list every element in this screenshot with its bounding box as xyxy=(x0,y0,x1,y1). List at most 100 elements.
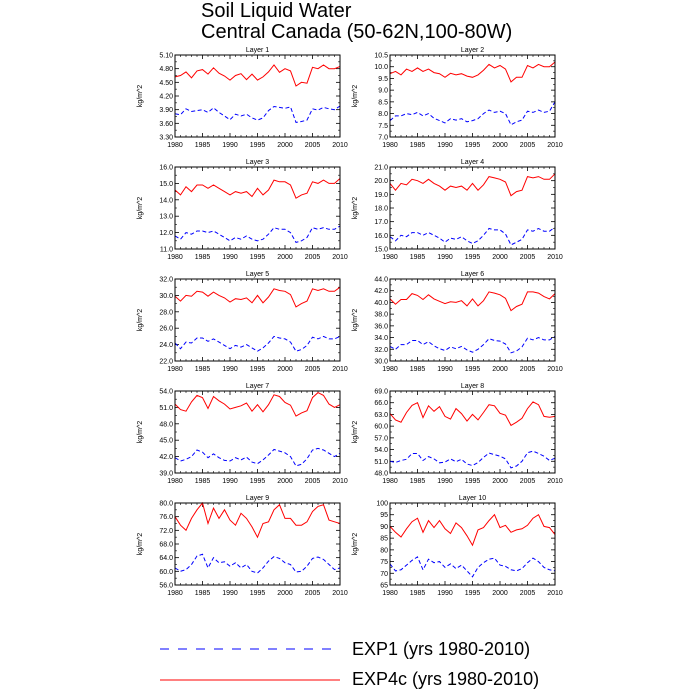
x-tick-label: 1995 xyxy=(465,142,481,149)
y-tick-label: 60.0 xyxy=(159,569,173,576)
x-tick-label: 1980 xyxy=(382,254,398,261)
y-tick-label: 18.0 xyxy=(374,206,388,213)
x-tick-label: 1985 xyxy=(410,366,426,373)
series-line-exp4c xyxy=(174,391,341,417)
panel-title: Layer 10 xyxy=(459,495,486,502)
panel-layer-9: Layer 9 kg/m^2 56.0 60.0 64.0 68.0 72.0 76.0 80.… xyxy=(137,495,348,597)
panel-title: Layer 6 xyxy=(461,271,484,278)
y-tick-label: 66.0 xyxy=(374,400,388,407)
x-tick-label: 2010 xyxy=(547,366,563,373)
y-tick-label: 4.20 xyxy=(159,94,173,101)
y-tick-label: 54.0 xyxy=(374,447,388,454)
y-tick-label: 80 xyxy=(380,547,388,554)
y-tick-label: 51.0 xyxy=(374,459,388,466)
y-axis-label: kg/m^2 xyxy=(137,533,144,555)
x-tick-label: 1995 xyxy=(250,366,266,373)
y-tick-label: 7.0 xyxy=(378,135,388,142)
series-line-exp1 xyxy=(389,556,556,578)
x-tick-label: 1980 xyxy=(382,142,398,149)
x-tick-label: 1990 xyxy=(437,478,453,485)
y-tick-label: 68.0 xyxy=(159,542,173,549)
y-tick-label: 64.0 xyxy=(159,555,173,562)
y-tick-label: 7.5 xyxy=(378,123,388,130)
x-tick-label: 2005 xyxy=(305,478,321,485)
x-tick-label: 1985 xyxy=(195,366,211,373)
x-tick-label: 2010 xyxy=(332,142,348,149)
y-tick-label: 3.90 xyxy=(159,107,173,114)
panel-title: Layer 2 xyxy=(461,47,484,54)
x-tick-label: 1995 xyxy=(250,254,266,261)
y-tick-label: 65 xyxy=(380,583,388,590)
series-line-exp1 xyxy=(389,335,556,354)
chart-title-line2: Central Canada (50-62N,100-80W) xyxy=(201,21,513,43)
x-tick-label: 1995 xyxy=(465,478,481,485)
panel-title: Layer 5 xyxy=(246,271,269,278)
series-line-exp4c xyxy=(174,64,341,87)
y-tick-label: 76.0 xyxy=(159,514,173,521)
panel-layer-8: Layer 8 kg/m^2 48.0 51.0 54.0 57.0 60.0 63.0 66.… xyxy=(352,383,563,485)
y-tick-label: 24.0 xyxy=(159,342,173,349)
x-tick-label: 1980 xyxy=(382,478,398,485)
x-tick-label: 1985 xyxy=(195,590,211,597)
series-line-exp1 xyxy=(389,101,556,126)
x-tick-label: 2000 xyxy=(277,590,293,597)
x-tick-label: 2010 xyxy=(547,254,563,261)
x-tick-label: 2010 xyxy=(332,366,348,373)
panel-frame xyxy=(389,390,556,474)
x-tick-label: 1990 xyxy=(222,254,238,261)
y-tick-label: 40.0 xyxy=(374,300,388,307)
y-tick-label: 3.30 xyxy=(159,135,173,142)
y-axis-label: kg/m^2 xyxy=(352,421,359,443)
x-tick-label: 1990 xyxy=(222,590,238,597)
y-axis-label: kg/m^2 xyxy=(352,533,359,555)
panel-frame xyxy=(174,390,341,474)
panel-frame xyxy=(174,502,341,586)
x-tick-label: 2000 xyxy=(492,254,508,261)
x-tick-label: 1980 xyxy=(167,254,183,261)
panel-frame xyxy=(174,278,341,362)
y-tick-label: 95 xyxy=(380,512,388,519)
y-tick-label: 42.0 xyxy=(374,288,388,295)
x-tick-label: 1990 xyxy=(437,142,453,149)
x-tick-label: 1990 xyxy=(222,478,238,485)
panel-title: Layer 1 xyxy=(246,47,269,54)
x-tick-label: 1985 xyxy=(195,478,211,485)
series-line-exp1 xyxy=(389,226,556,246)
x-tick-label: 2005 xyxy=(520,366,536,373)
y-tick-label: 69.0 xyxy=(374,389,388,396)
y-tick-label: 5.10 xyxy=(159,53,173,60)
series-line-exp4c xyxy=(389,173,556,197)
x-tick-label: 1990 xyxy=(222,142,238,149)
panel-title: Layer 8 xyxy=(461,383,484,390)
y-tick-label: 51.0 xyxy=(159,405,173,412)
y-tick-label: 70 xyxy=(380,571,388,578)
x-tick-label: 2005 xyxy=(520,478,536,485)
x-tick-label: 2010 xyxy=(547,142,563,149)
y-tick-label: 36.0 xyxy=(374,323,388,330)
x-tick-label: 2005 xyxy=(305,142,321,149)
y-tick-label: 10.5 xyxy=(374,53,388,60)
y-tick-label: 54.0 xyxy=(159,389,173,396)
panel-layer-3: Layer 3 kg/m^2 11.0 12.0 13.0 14.0 15.0 16.0 198… xyxy=(137,159,348,261)
x-tick-label: 2005 xyxy=(305,590,321,597)
y-axis-label: kg/m^2 xyxy=(352,309,359,331)
y-tick-label: 15.0 xyxy=(374,247,388,254)
panel-title: Layer 9 xyxy=(246,495,269,502)
series-line-exp4c xyxy=(389,513,556,547)
legend-exp4c-label: EXP4c (yrs 1980-2010) xyxy=(352,669,540,689)
y-tick-label: 48.0 xyxy=(374,471,388,478)
x-tick-label: 2000 xyxy=(492,142,508,149)
panel-title: Layer 3 xyxy=(246,159,269,166)
panel-frame xyxy=(174,54,341,138)
x-tick-label: 2010 xyxy=(547,478,563,485)
y-tick-label: 72.0 xyxy=(159,528,173,535)
y-tick-label: 60.0 xyxy=(374,424,388,431)
x-tick-label: 2000 xyxy=(492,590,508,597)
chart-title-line1: Soil Liquid Water xyxy=(201,0,352,22)
y-tick-label: 80.0 xyxy=(159,501,173,508)
x-tick-label: 2010 xyxy=(547,590,563,597)
y-axis-label: kg/m^2 xyxy=(352,85,359,107)
y-tick-label: 21.0 xyxy=(374,165,388,172)
series-line-exp1 xyxy=(174,335,341,352)
